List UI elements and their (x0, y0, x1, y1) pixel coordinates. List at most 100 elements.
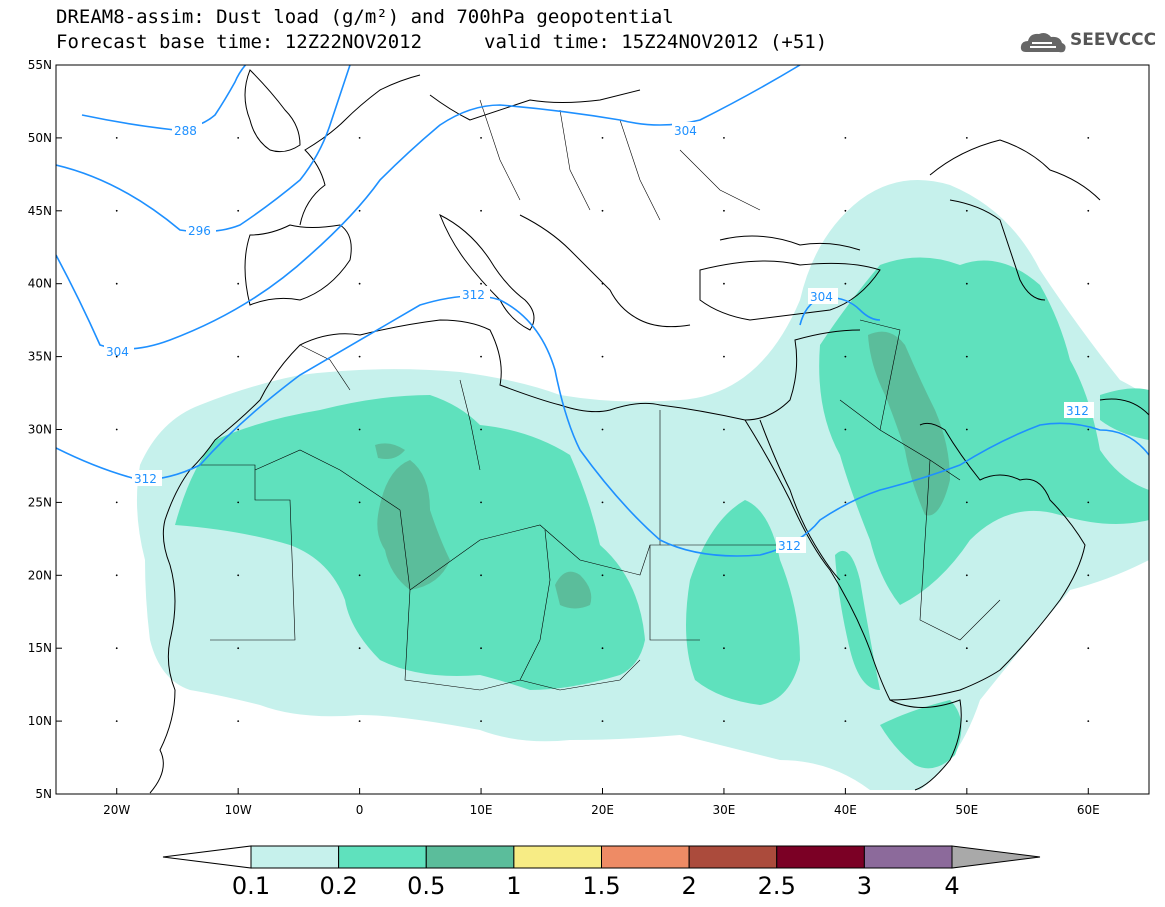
grid-dot (601, 428, 604, 431)
grid-dot (480, 720, 482, 722)
grid-dot (844, 501, 847, 504)
grid-dot (844, 355, 847, 358)
colorbar-label: 0.5 (407, 872, 446, 900)
grid-dot (237, 137, 240, 139)
x-tick-label: 30E (713, 803, 736, 817)
grid-dot (480, 647, 482, 650)
geopotential-contours (56, 65, 1149, 557)
base-time: Forecast base time: 12Z22NOV2012 (56, 31, 423, 53)
grid-dot (358, 137, 361, 139)
grid-dot (601, 137, 604, 139)
y-tick-label: 10N (28, 714, 52, 728)
seevccc-logo: SEEVCCC (1018, 28, 1158, 58)
grid-dot (1087, 647, 1090, 650)
grid-dot (1087, 282, 1090, 285)
y-tick-label: 5N (35, 787, 52, 801)
coastlines (149, 69, 1149, 794)
grid-dot (237, 355, 240, 358)
grid-dot (480, 282, 482, 285)
grid-dot (844, 720, 847, 722)
grid-dot (601, 355, 604, 358)
grid-dot (480, 574, 482, 577)
x-tick-label: 10E (470, 803, 493, 817)
colorbar-label: 2 (681, 872, 697, 900)
y-tick-label: 30N (28, 423, 52, 437)
contour-label-312-south: 312 (778, 539, 801, 553)
grid-dot (844, 209, 847, 212)
grid-dot (115, 647, 118, 650)
contour-label-296: 296 (188, 224, 211, 238)
grid-dot (358, 355, 361, 358)
grid-dot (115, 720, 118, 722)
colorbar-label: 4 (944, 872, 960, 900)
grid-dot (601, 282, 604, 285)
grid-dot (115, 137, 118, 139)
grid-dot (480, 355, 482, 358)
grid-dot (237, 647, 240, 650)
grid-dot (237, 282, 240, 285)
grid-dot (115, 209, 118, 212)
grid-dot (115, 574, 118, 577)
grid-dot (480, 137, 482, 139)
grid-dot (844, 428, 847, 431)
grid-dot (723, 209, 725, 212)
grid-dot (115, 355, 118, 358)
grid-dot (723, 574, 725, 577)
grid-dot (1087, 137, 1090, 139)
grid-dot (358, 209, 361, 212)
grid-dot (115, 428, 118, 431)
colorbar-legend: 0.1 0.2 0.5 1 1.5 2 2.5 3 4 (0, 840, 1165, 907)
grid-dot (723, 720, 725, 722)
grid-dot (965, 720, 968, 722)
cloud-icon (1020, 33, 1066, 53)
colorbar-label: 3 (856, 872, 873, 900)
grid-dot (965, 428, 968, 431)
country-borders (200, 99, 1001, 691)
colorbar-segment (863, 845, 953, 869)
y-tick-label: 55N (28, 58, 52, 72)
colorbar-label: 1 (506, 872, 522, 900)
grid-dot (1087, 428, 1090, 431)
grid-dot (601, 647, 604, 650)
colorbar-segment (513, 845, 602, 869)
y-tick-label: 35N (28, 350, 52, 364)
grid-dot (844, 574, 847, 577)
y-tick-label: 25N (28, 495, 52, 509)
grid-dot (601, 720, 604, 722)
grid-dot (358, 428, 361, 431)
y-tick-label: 45N (28, 204, 52, 218)
x-tick-label: 20W (103, 803, 130, 817)
grid-dot (723, 501, 725, 504)
grid-dots (115, 137, 1090, 722)
colorbar-segment (601, 845, 690, 869)
grid-dot (237, 720, 240, 722)
map-title: DREAM8-assim: Dust load (g/m²) and 700hP… (56, 6, 674, 28)
colorbar-over-triangle (951, 845, 1041, 869)
colorbar-label: 0.1 (231, 872, 271, 900)
grid-dot (844, 647, 847, 650)
colorbar-label: 1.5 (582, 872, 621, 900)
colorbar-bar (162, 845, 1041, 869)
grid-dot (480, 209, 482, 212)
grid-dot (723, 282, 725, 285)
contour-label-312-west: 312 (134, 472, 157, 486)
x-tick-label: 0 (356, 803, 364, 817)
y-tick-label: 50N (28, 131, 52, 145)
colorbar-segment (338, 845, 427, 869)
x-tick-label: 40E (834, 803, 857, 817)
contour-label-304-west: 304 (106, 345, 129, 359)
grid-dot (965, 647, 968, 650)
grid-dot (358, 574, 361, 577)
grid-dot (844, 137, 847, 139)
x-tick-label: 60E (1077, 803, 1100, 817)
grid-dot (844, 282, 847, 285)
grid-dot (480, 501, 482, 504)
grid-dot (965, 574, 968, 577)
valid-time: valid time: 15Z24NOV2012 (+51) (484, 31, 828, 53)
grid-dot (358, 501, 361, 504)
grid-dot (237, 209, 240, 212)
grid-dot (965, 209, 968, 212)
grid-dot (723, 355, 725, 358)
grid-dot (723, 428, 725, 431)
grid-dot (358, 282, 361, 285)
